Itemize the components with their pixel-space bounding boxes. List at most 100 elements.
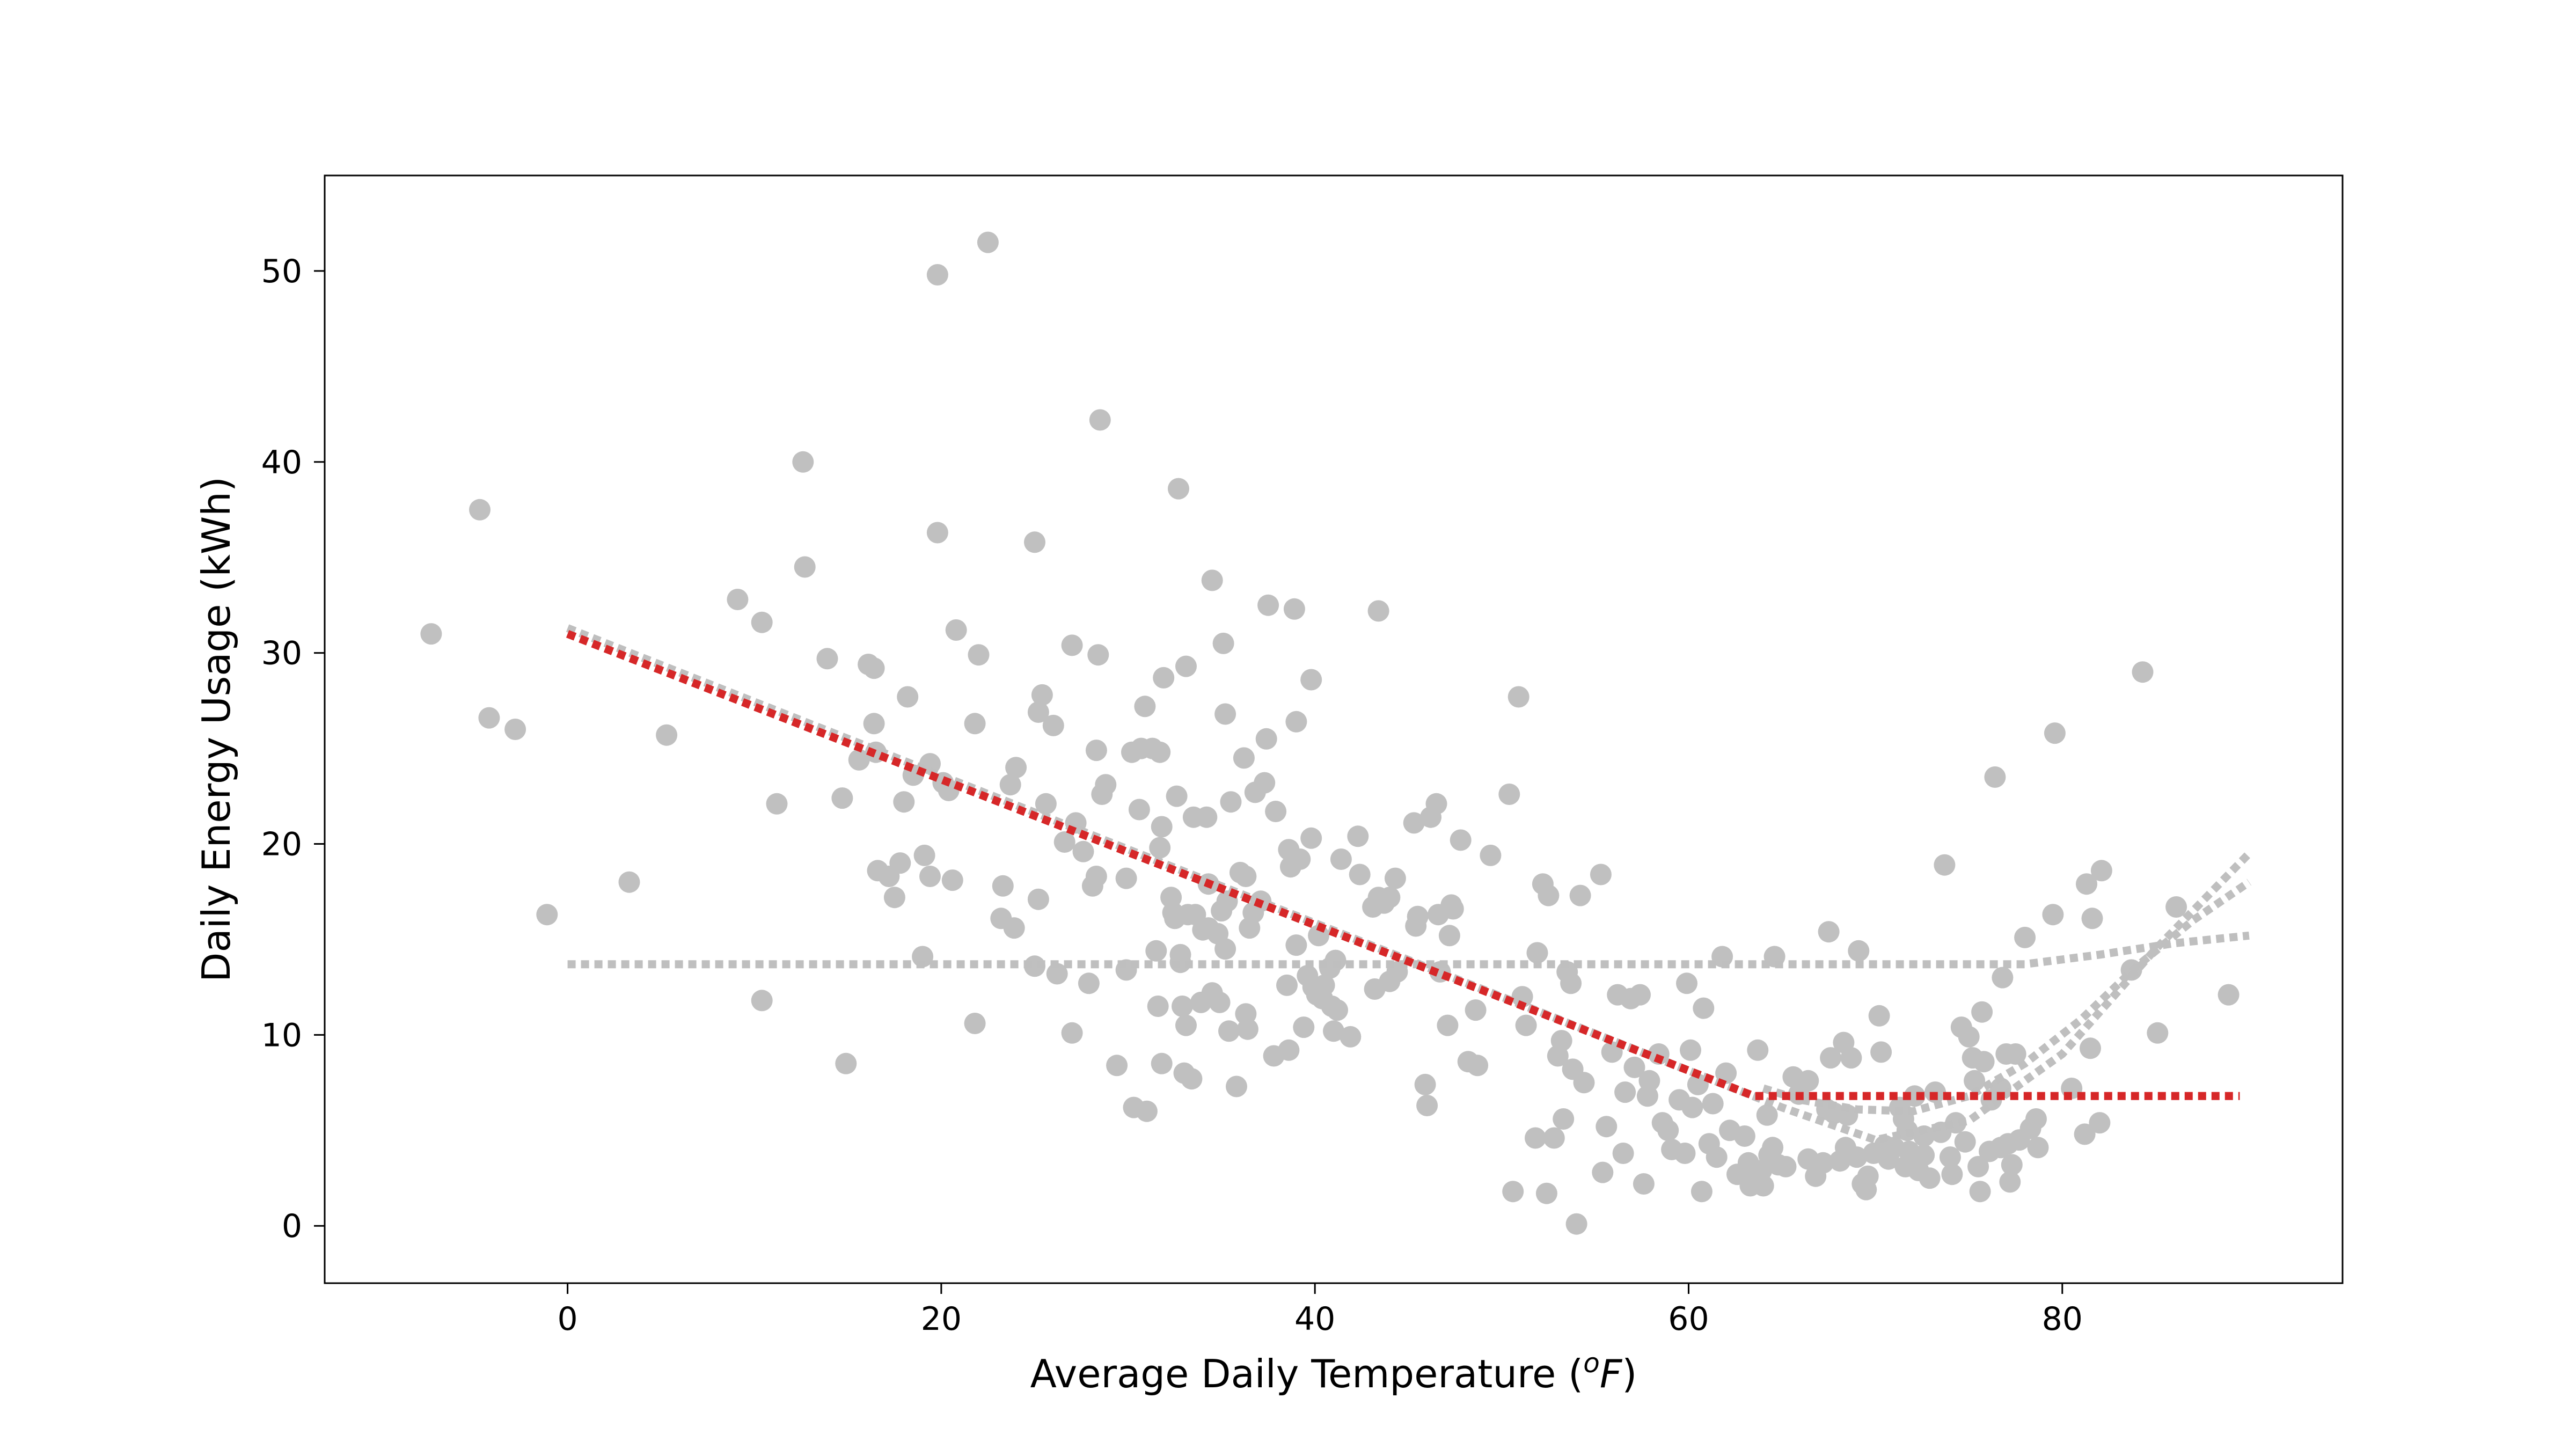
data-point bbox=[1278, 1039, 1300, 1061]
x-tick-label: 80 bbox=[2042, 1300, 2083, 1338]
data-point bbox=[1367, 600, 1389, 622]
data-point bbox=[1005, 757, 1027, 779]
data-point bbox=[751, 611, 773, 633]
y-tick-label: 10 bbox=[261, 1016, 302, 1054]
data-point bbox=[1971, 1001, 1993, 1023]
data-point bbox=[1941, 1163, 1963, 1185]
data-point bbox=[1149, 837, 1171, 859]
data-point bbox=[1035, 793, 1057, 815]
data-point bbox=[1919, 1167, 1941, 1189]
data-point bbox=[1147, 996, 1169, 1017]
data-point bbox=[1300, 669, 1322, 691]
data-point bbox=[1078, 972, 1100, 994]
data-point bbox=[1657, 1119, 1679, 1141]
data-point bbox=[883, 887, 905, 909]
data-point bbox=[1226, 1075, 1247, 1097]
data-point bbox=[1681, 1096, 1703, 1118]
data-point bbox=[1115, 867, 1137, 889]
data-point bbox=[2027, 1137, 2049, 1159]
data-point bbox=[536, 904, 558, 926]
data-point bbox=[1201, 569, 1223, 591]
data-point bbox=[1629, 984, 1651, 1006]
data-point bbox=[831, 787, 853, 809]
data-point bbox=[1797, 1148, 1819, 1170]
data-point bbox=[1706, 1146, 1728, 1168]
data-point bbox=[1913, 1144, 1935, 1166]
data-point bbox=[1702, 1093, 1724, 1115]
data-point bbox=[1085, 866, 1107, 887]
data-point bbox=[1349, 863, 1371, 885]
data-point bbox=[2074, 1123, 2096, 1145]
data-point bbox=[1498, 784, 1520, 805]
data-point bbox=[1407, 905, 1429, 927]
data-point bbox=[1330, 848, 1352, 870]
data-point bbox=[1233, 747, 1255, 769]
data-point bbox=[1236, 1018, 1258, 1040]
data-point bbox=[1553, 1108, 1575, 1130]
data-point bbox=[1964, 1070, 1986, 1092]
plot-frame bbox=[324, 174, 2344, 1284]
data-point bbox=[1220, 791, 1242, 813]
data-point bbox=[1061, 1022, 1083, 1044]
data-point bbox=[1128, 799, 1150, 821]
data-point bbox=[2147, 1022, 2169, 1044]
data-point bbox=[1442, 898, 1464, 920]
data-point bbox=[1153, 667, 1175, 689]
data-point bbox=[1095, 774, 1117, 796]
data-point bbox=[1061, 634, 1083, 656]
x-tick-label: 40 bbox=[1294, 1300, 1335, 1338]
data-point bbox=[1535, 1182, 1557, 1204]
data-point bbox=[1027, 701, 1049, 723]
data-point bbox=[1218, 1020, 1240, 1042]
data-point bbox=[992, 875, 1014, 897]
data-point bbox=[1255, 728, 1277, 750]
data-point bbox=[1818, 921, 1840, 943]
data-point bbox=[1590, 863, 1612, 885]
data-point bbox=[1323, 1020, 1344, 1042]
data-point bbox=[2132, 661, 2154, 683]
data-point bbox=[964, 713, 986, 735]
data-point bbox=[1031, 684, 1053, 706]
data-point bbox=[1848, 940, 1870, 962]
data-point bbox=[1425, 793, 1447, 815]
y-axis-ticks: 0 10 20 30 40 50 bbox=[261, 253, 325, 1245]
data-point bbox=[1870, 1041, 1892, 1063]
data-point bbox=[1196, 806, 1218, 828]
data-point bbox=[1151, 1052, 1173, 1074]
data-point bbox=[2165, 896, 2187, 918]
y-tick-label: 20 bbox=[261, 826, 302, 863]
data-point bbox=[1085, 740, 1107, 762]
data-point bbox=[1379, 887, 1401, 909]
x-tick-label: 60 bbox=[1668, 1300, 1709, 1338]
data-point bbox=[1538, 884, 1560, 906]
data-point bbox=[1293, 1016, 1315, 1038]
data-point bbox=[1690, 1181, 1713, 1203]
data-point bbox=[848, 749, 870, 771]
data-point bbox=[1797, 1070, 1819, 1092]
data-point bbox=[1502, 1181, 1524, 1203]
y-tick-label: 30 bbox=[261, 635, 302, 672]
fit-lines-group bbox=[566, 624, 2252, 1144]
data-point bbox=[1868, 1005, 1890, 1027]
data-point bbox=[1467, 1055, 1489, 1077]
data-point bbox=[2044, 722, 2066, 744]
data-point bbox=[889, 852, 911, 874]
data-point bbox=[1024, 531, 1045, 553]
data-point bbox=[1913, 1125, 1935, 1147]
scatter-points-group bbox=[420, 231, 2240, 1235]
data-point bbox=[1747, 1039, 1769, 1061]
data-point bbox=[1327, 999, 1348, 1021]
data-point bbox=[1089, 409, 1111, 431]
data-point bbox=[1175, 655, 1197, 677]
data-point bbox=[1569, 884, 1591, 906]
data-point bbox=[1172, 996, 1193, 1017]
data-point bbox=[1756, 1104, 1778, 1126]
data-point bbox=[977, 231, 999, 253]
data-point bbox=[1046, 963, 1068, 985]
data-point bbox=[913, 844, 935, 866]
data-point bbox=[1894, 1155, 1916, 1177]
data-point bbox=[897, 686, 919, 708]
data-point bbox=[1175, 1014, 1197, 1036]
data-point bbox=[1003, 917, 1025, 939]
